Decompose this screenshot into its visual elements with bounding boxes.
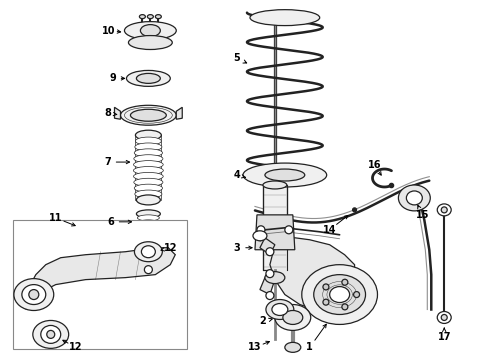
Polygon shape bbox=[260, 238, 275, 255]
Circle shape bbox=[342, 279, 348, 285]
Ellipse shape bbox=[135, 137, 161, 145]
Ellipse shape bbox=[253, 231, 267, 241]
Ellipse shape bbox=[265, 272, 285, 284]
Circle shape bbox=[145, 266, 152, 274]
Text: 15: 15 bbox=[416, 210, 429, 220]
Ellipse shape bbox=[134, 172, 163, 180]
Circle shape bbox=[266, 270, 274, 278]
Text: 12: 12 bbox=[164, 243, 177, 253]
Text: 13: 13 bbox=[248, 342, 262, 352]
Text: 2: 2 bbox=[260, 316, 266, 327]
Bar bbox=[263, 185, 287, 270]
Circle shape bbox=[266, 248, 274, 256]
Ellipse shape bbox=[134, 161, 163, 168]
Ellipse shape bbox=[142, 246, 155, 258]
Ellipse shape bbox=[128, 36, 172, 50]
Ellipse shape bbox=[124, 22, 176, 40]
Ellipse shape bbox=[441, 315, 447, 320]
Ellipse shape bbox=[136, 210, 160, 218]
Polygon shape bbox=[260, 278, 275, 294]
Ellipse shape bbox=[285, 342, 301, 352]
Text: 17: 17 bbox=[438, 332, 451, 342]
Ellipse shape bbox=[272, 303, 288, 315]
Ellipse shape bbox=[134, 149, 163, 157]
Ellipse shape bbox=[437, 311, 451, 323]
Ellipse shape bbox=[441, 207, 447, 213]
Text: 3: 3 bbox=[234, 243, 241, 253]
Ellipse shape bbox=[29, 289, 39, 300]
Ellipse shape bbox=[126, 71, 171, 86]
Polygon shape bbox=[255, 215, 295, 250]
Ellipse shape bbox=[136, 195, 160, 205]
Ellipse shape bbox=[147, 15, 153, 19]
Circle shape bbox=[353, 208, 357, 212]
Ellipse shape bbox=[41, 325, 61, 343]
Ellipse shape bbox=[330, 287, 349, 302]
Ellipse shape bbox=[283, 310, 303, 324]
Ellipse shape bbox=[398, 185, 430, 211]
Polygon shape bbox=[115, 107, 121, 119]
Text: 6: 6 bbox=[107, 217, 114, 227]
Ellipse shape bbox=[135, 130, 161, 140]
Ellipse shape bbox=[250, 10, 319, 26]
Ellipse shape bbox=[266, 300, 294, 319]
Polygon shape bbox=[26, 248, 175, 310]
Text: 4: 4 bbox=[234, 170, 241, 180]
Ellipse shape bbox=[137, 220, 159, 226]
Text: 11: 11 bbox=[49, 213, 63, 223]
Text: 14: 14 bbox=[323, 225, 337, 235]
Ellipse shape bbox=[134, 155, 163, 163]
Text: 16: 16 bbox=[368, 160, 381, 170]
Ellipse shape bbox=[302, 265, 377, 324]
Ellipse shape bbox=[134, 242, 162, 262]
Text: 9: 9 bbox=[109, 73, 116, 84]
Ellipse shape bbox=[155, 15, 161, 19]
Ellipse shape bbox=[130, 109, 166, 121]
Ellipse shape bbox=[136, 226, 160, 234]
Text: 12: 12 bbox=[69, 342, 82, 352]
Ellipse shape bbox=[33, 320, 69, 348]
Ellipse shape bbox=[243, 163, 327, 187]
Bar bbox=[13, 220, 187, 349]
Ellipse shape bbox=[136, 73, 160, 84]
Circle shape bbox=[266, 292, 274, 300]
Ellipse shape bbox=[140, 15, 146, 19]
Ellipse shape bbox=[121, 105, 176, 125]
Ellipse shape bbox=[406, 191, 422, 205]
Polygon shape bbox=[270, 238, 355, 310]
Ellipse shape bbox=[134, 178, 163, 186]
Circle shape bbox=[342, 304, 348, 310]
Ellipse shape bbox=[135, 143, 162, 151]
Ellipse shape bbox=[22, 285, 46, 305]
Ellipse shape bbox=[137, 225, 159, 231]
Text: 8: 8 bbox=[104, 108, 111, 118]
Text: 1: 1 bbox=[306, 342, 313, 352]
Circle shape bbox=[354, 292, 360, 298]
Circle shape bbox=[323, 299, 329, 305]
Text: 7: 7 bbox=[104, 157, 111, 167]
Text: 10: 10 bbox=[102, 26, 115, 36]
Ellipse shape bbox=[263, 181, 287, 189]
Ellipse shape bbox=[141, 24, 160, 37]
Ellipse shape bbox=[135, 190, 162, 198]
Circle shape bbox=[323, 284, 329, 290]
Ellipse shape bbox=[134, 184, 163, 192]
Ellipse shape bbox=[437, 204, 451, 216]
Ellipse shape bbox=[47, 330, 55, 338]
Ellipse shape bbox=[275, 305, 311, 330]
Polygon shape bbox=[176, 107, 182, 119]
Ellipse shape bbox=[137, 215, 159, 221]
Circle shape bbox=[257, 226, 265, 234]
Text: 5: 5 bbox=[234, 54, 241, 63]
Ellipse shape bbox=[133, 167, 163, 175]
Ellipse shape bbox=[314, 275, 366, 315]
Ellipse shape bbox=[14, 279, 54, 310]
Ellipse shape bbox=[265, 169, 305, 181]
Circle shape bbox=[285, 226, 293, 234]
